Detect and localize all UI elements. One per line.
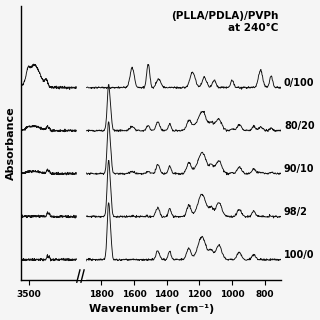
- Text: 98/2: 98/2: [284, 207, 308, 217]
- Text: 0/100: 0/100: [284, 78, 315, 88]
- Bar: [77, 0, 85, 292]
- Text: (PLLA/PDLA)/PVPh
at 240°C: (PLLA/PDLA)/PVPh at 240°C: [172, 11, 279, 34]
- Y-axis label: Absorbance: Absorbance: [5, 106, 16, 180]
- Text: 80/20: 80/20: [284, 121, 315, 131]
- X-axis label: Wavenumber (cm⁻¹): Wavenumber (cm⁻¹): [89, 304, 214, 315]
- Text: 90/10: 90/10: [284, 164, 315, 174]
- Text: 100/0: 100/0: [284, 250, 315, 260]
